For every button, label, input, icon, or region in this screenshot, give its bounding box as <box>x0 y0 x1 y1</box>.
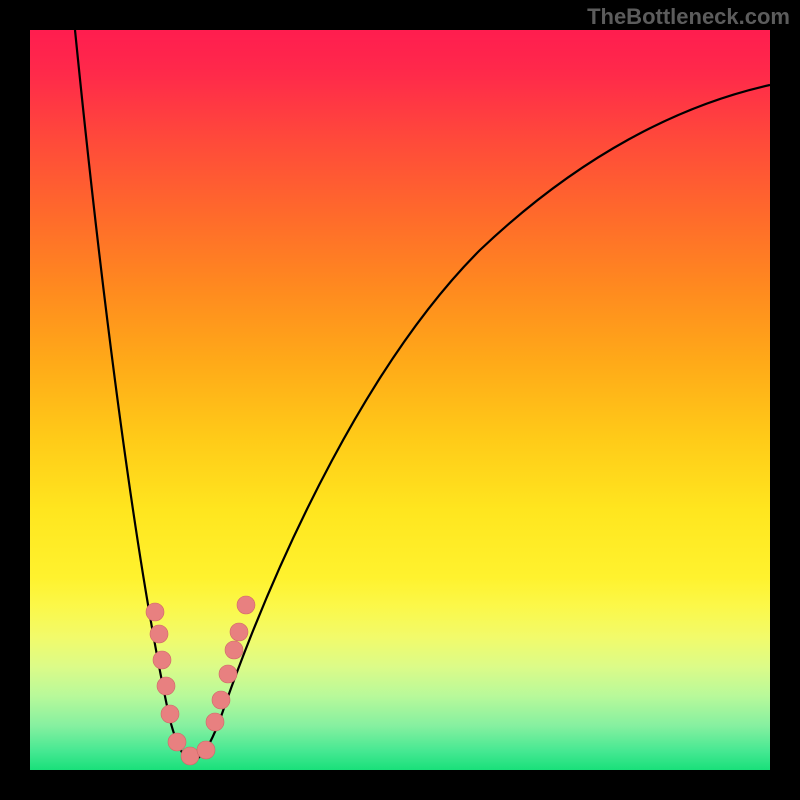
data-marker <box>230 623 248 641</box>
data-marker <box>212 691 230 709</box>
data-marker <box>146 603 164 621</box>
data-marker <box>168 733 186 751</box>
data-marker <box>206 713 224 731</box>
data-marker <box>153 651 171 669</box>
data-marker <box>181 747 199 765</box>
data-marker <box>219 665 237 683</box>
data-marker <box>225 641 243 659</box>
data-marker <box>150 625 168 643</box>
data-marker <box>237 596 255 614</box>
chart-background <box>30 30 770 770</box>
bottleneck-chart: TheBottleneck.com <box>0 0 800 800</box>
chart-svg <box>0 0 800 800</box>
watermark-text: TheBottleneck.com <box>587 4 790 30</box>
data-marker <box>157 677 175 695</box>
data-marker <box>197 741 215 759</box>
data-marker <box>161 705 179 723</box>
